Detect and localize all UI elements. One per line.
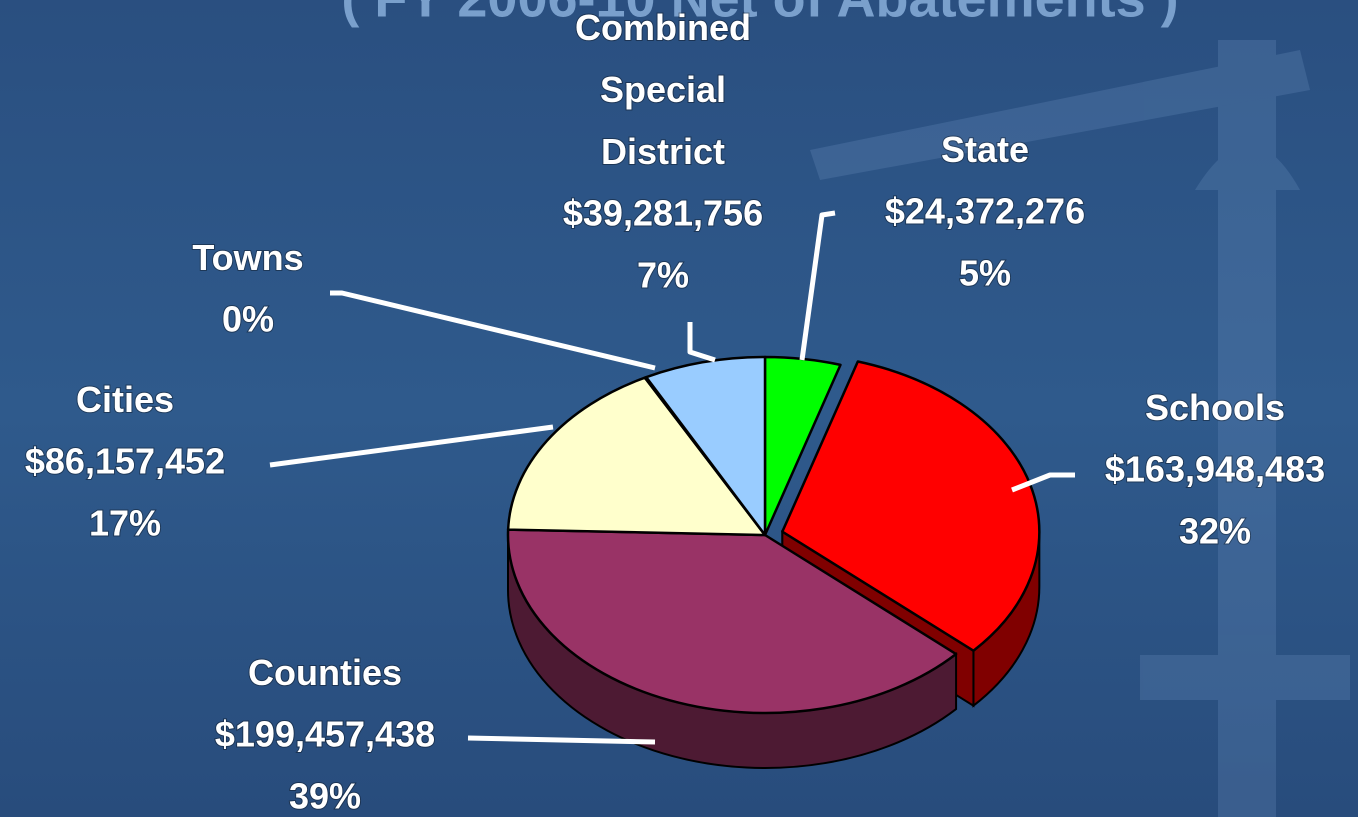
percent-label: 39% [289,776,361,817]
value-label: $24,372,276 [885,191,1085,232]
slice-label: Towns [192,237,303,278]
leader-line [690,322,715,360]
percent-label: 32% [1179,511,1251,552]
percent-label: 7% [637,255,689,296]
slice-label: State [941,129,1029,170]
percent-label: 17% [89,503,161,544]
percent-label: 5% [959,253,1011,294]
chart: ( FY 2006-10 Net of Abatements ) State $2… [0,0,1358,817]
scale-bell [1195,145,1300,190]
leader-line [802,213,835,360]
leader-line [270,427,553,465]
chart-title: ( FY 2006-10 Net of Abatements ) [341,0,1178,28]
slice-label: Schools [1145,387,1285,428]
pie [508,357,1039,768]
value-label: $163,948,483 [1105,449,1325,490]
value-label: $199,457,438 [215,714,435,755]
percent-label: 0% [222,299,274,340]
leader-line [330,293,655,368]
value-label: $86,157,452 [25,441,225,482]
slice-label: Counties [248,652,402,693]
slice-label: Cities [76,379,174,420]
value-label: $39,281,756 [563,193,763,234]
scale-pan [1140,655,1350,700]
